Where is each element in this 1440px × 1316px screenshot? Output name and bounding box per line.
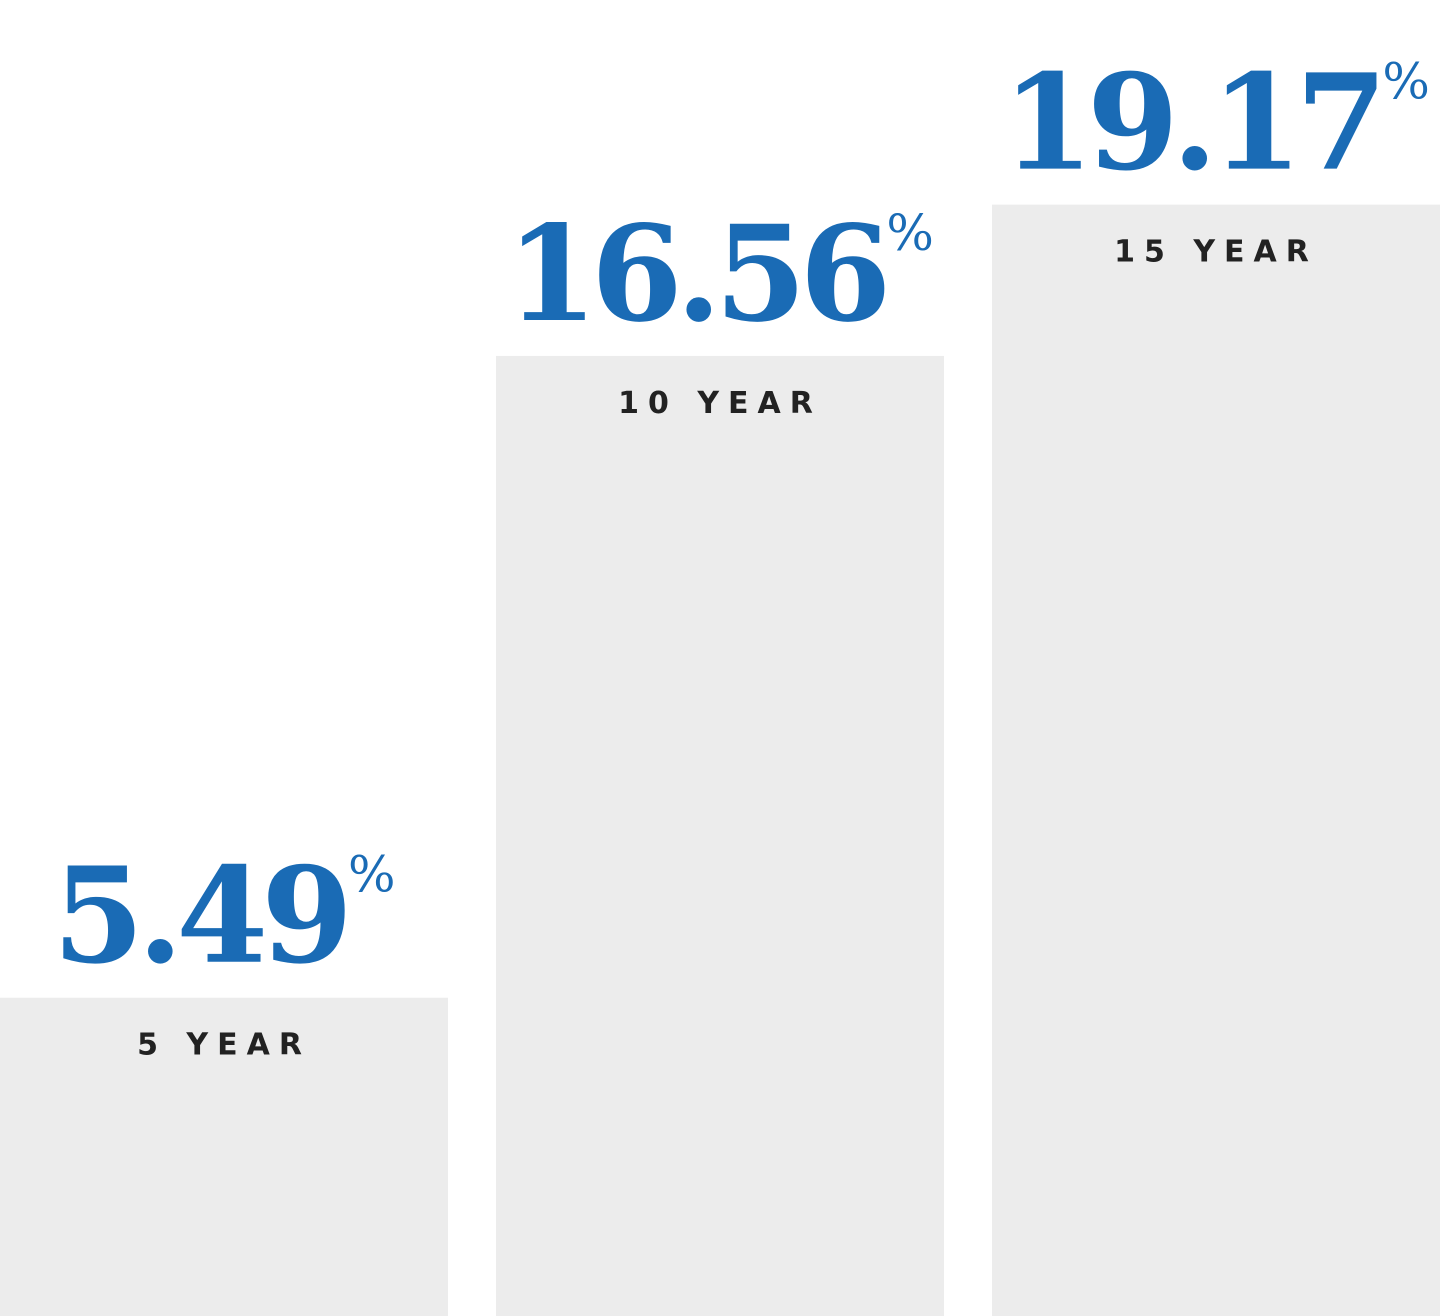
bar-2: [496, 355, 944, 1316]
bar-3: [992, 204, 1440, 1316]
value-label-2: 16.56%: [506, 197, 934, 352]
value-label-3: 19.17%: [1002, 46, 1430, 201]
category-label-3: 15 YEAR: [1114, 235, 1318, 270]
category-label-2: 10 YEAR: [618, 386, 822, 421]
bars-layer: [0, 204, 1440, 1316]
category-label-1: 5 YEAR: [137, 1028, 311, 1063]
value-label-1: 5.49%: [52, 839, 395, 994]
labels-layer: 5 YEAR 5.49% 10 YEAR 16.56% 15 YEAR 19.17%: [52, 46, 1429, 1063]
bar-1: [0, 997, 448, 1316]
